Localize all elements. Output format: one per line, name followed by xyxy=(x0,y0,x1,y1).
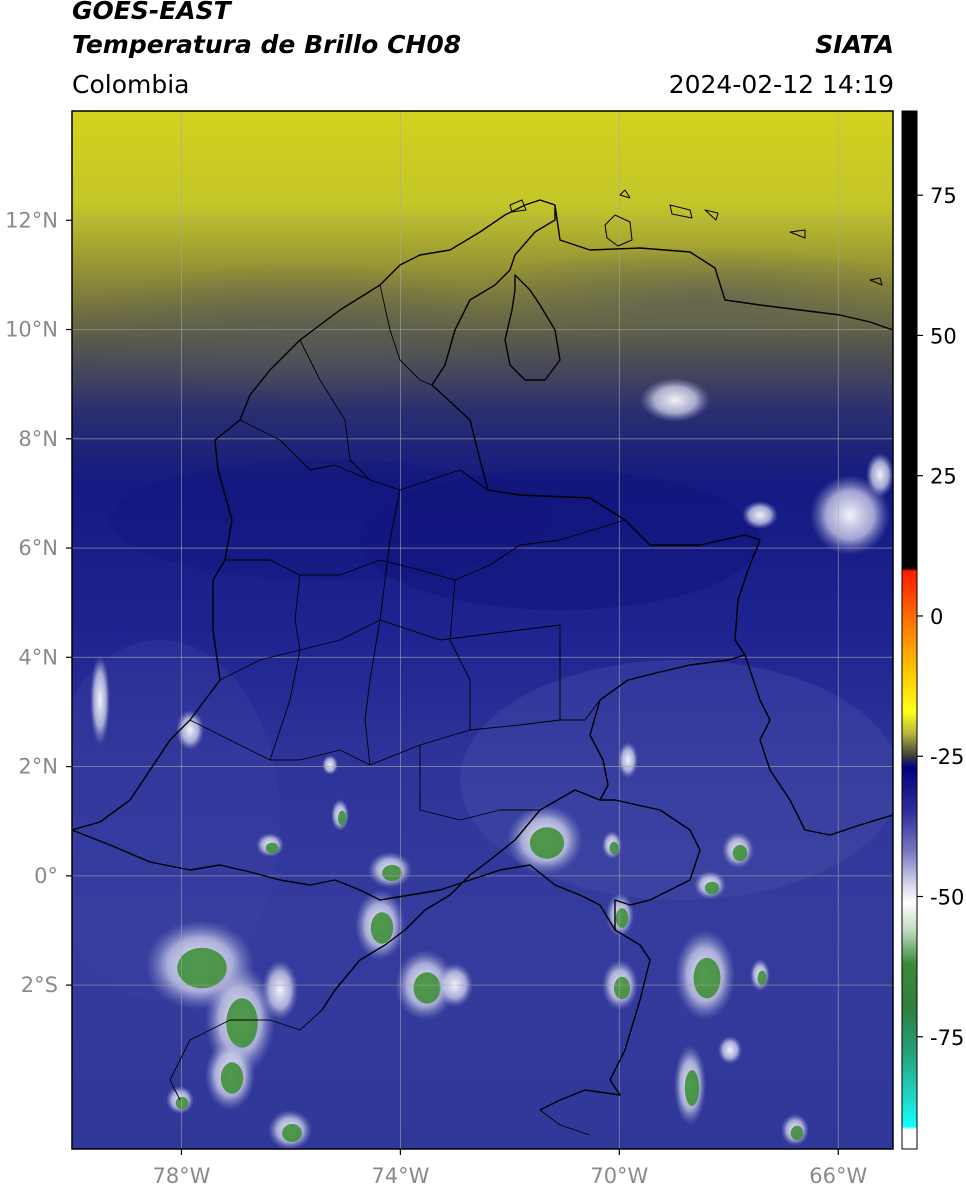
colombia-brazil-border xyxy=(600,799,701,930)
deep-convection-core xyxy=(732,844,748,862)
cloud-top xyxy=(90,655,110,745)
colombia-peru-border xyxy=(469,864,651,1111)
deep-convection-core xyxy=(382,864,402,882)
deep-convection-core xyxy=(226,998,258,1048)
internal-boundary xyxy=(419,745,540,821)
deep-convection-core xyxy=(413,972,441,1004)
colorbar-tick-label: 75 xyxy=(930,184,957,208)
lon-tick-label: 70°W xyxy=(590,1164,648,1188)
colorbar-tick-label: -50 xyxy=(930,886,964,910)
cloud-top xyxy=(640,378,710,422)
deep-convection-core xyxy=(175,1096,189,1110)
deep-convection-core xyxy=(693,957,721,999)
internal-boundary xyxy=(219,619,561,681)
political-borders xyxy=(72,189,893,1136)
colorbar-ticks: 75 50 25 0 -25 -50 -75 xyxy=(917,184,964,1050)
deep-convection-core xyxy=(757,970,767,986)
deep-convection-core xyxy=(337,810,347,826)
lat-tick-label: 12°N xyxy=(5,208,58,232)
region-label: Colombia xyxy=(72,70,190,99)
colorbar: 75 50 25 0 -25 -50 -75 xyxy=(901,110,964,1150)
lat-tick-label: 6°N xyxy=(18,536,58,560)
cloud-top xyxy=(322,755,338,775)
imagery-patch xyxy=(460,245,893,355)
satellite-title: GOES-EAST xyxy=(72,0,231,25)
lat-tick-label: 2°S xyxy=(21,973,58,997)
longitude-ticks: 78°W 74°W 70°W 66°W xyxy=(152,1149,867,1188)
cloud-top xyxy=(810,475,890,555)
deep-convection-core xyxy=(684,1070,700,1106)
venezuela-coast xyxy=(554,204,893,331)
deep-convection-core xyxy=(790,1125,804,1141)
cloud-top xyxy=(742,501,778,529)
map-frame xyxy=(71,110,894,1150)
colorbar-tick-label: 50 xyxy=(930,324,957,348)
colombia-ecuador-border xyxy=(72,829,471,901)
deep-convection-core xyxy=(615,908,629,928)
imagery-patch xyxy=(110,460,550,580)
agency-label: SIATA xyxy=(815,30,894,59)
cloud-top xyxy=(176,710,204,750)
deep-convection-core xyxy=(370,912,394,944)
internal-boundary xyxy=(299,339,371,481)
internal-boundary xyxy=(189,719,561,766)
lat-tick-label: 8°N xyxy=(18,427,58,451)
deep-convection-core xyxy=(609,841,619,855)
deep-convection-core xyxy=(265,842,279,854)
deep-convection-core xyxy=(613,976,631,1000)
lon-tick-label: 66°W xyxy=(809,1164,867,1188)
caribbean-islands xyxy=(509,189,883,286)
lat-tick-label: 2°N xyxy=(18,755,58,779)
cloud-top xyxy=(262,960,298,1020)
colorbar-tick-label: 25 xyxy=(930,465,957,489)
internal-boundary xyxy=(449,579,471,730)
lon-tick-label: 74°W xyxy=(371,1164,429,1188)
peru-brazil-border xyxy=(539,1109,591,1136)
colombia-border xyxy=(72,199,761,1011)
deep-convection-core xyxy=(220,1062,244,1094)
peru-ecuador-border xyxy=(169,1009,323,1101)
cloud-top xyxy=(618,742,638,778)
internal-boundary xyxy=(225,519,626,581)
lat-tick-label: 0° xyxy=(34,864,58,888)
colorbar-gradient xyxy=(901,110,918,1150)
deep-convection-core xyxy=(177,947,227,989)
lake-maracaibo xyxy=(504,274,561,381)
internal-boundary xyxy=(559,625,601,721)
datetime-label: 2024-02-12 14:19 xyxy=(668,70,894,99)
colorbar-tick-label: 0 xyxy=(930,605,943,629)
lat-tick-label: 4°N xyxy=(18,645,58,669)
internal-boundary xyxy=(269,574,301,761)
cloud-top xyxy=(866,453,893,497)
deep-convection-core xyxy=(529,827,565,859)
internal-boundary xyxy=(379,284,433,386)
cloud-top xyxy=(718,1036,742,1064)
internal-boundary xyxy=(364,489,401,766)
colorbar-tick-label: -75 xyxy=(930,1026,964,1050)
lat-tick-label: 10°N xyxy=(5,318,58,342)
lon-tick-label: 78°W xyxy=(152,1164,210,1188)
latitude-ticks: 12°N 10°N 8°N 6°N 4°N 2°N 0° 2°S xyxy=(5,208,72,997)
deep-convection-core xyxy=(282,1124,302,1142)
venezuela-brazil-border xyxy=(744,654,893,836)
product-title: Temperatura de Brillo CH08 xyxy=(72,30,462,59)
imagery-patch xyxy=(72,260,530,400)
imagery-patch xyxy=(72,640,280,1000)
deep-convection-core xyxy=(704,881,720,895)
colorbar-tick-label: -25 xyxy=(930,745,964,769)
